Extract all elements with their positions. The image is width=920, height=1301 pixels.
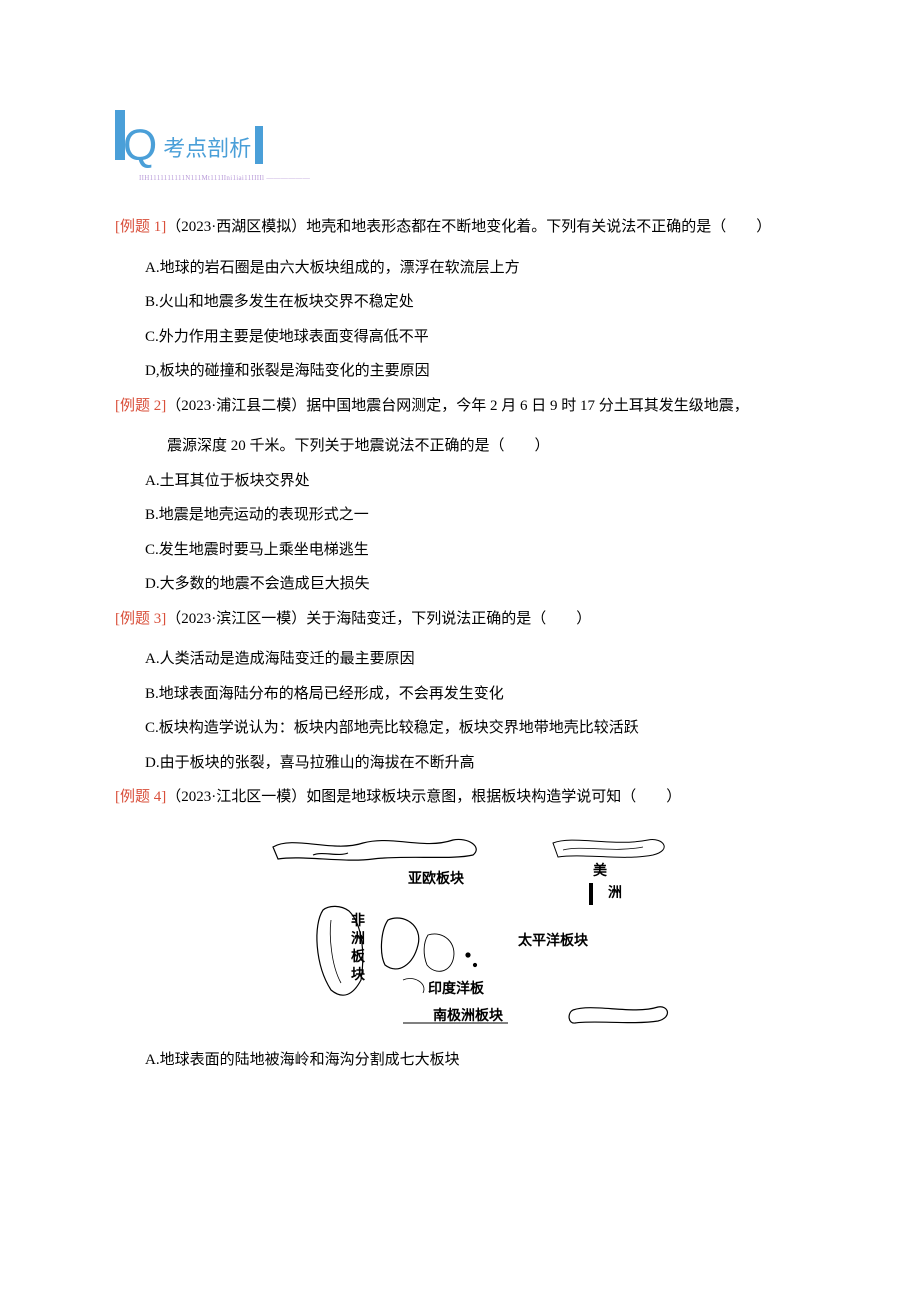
question-stem: 地壳和地表形态都在不断地变化着。下列有关说法不正确的是（ ） [306, 219, 771, 235]
label-america-1: 美 [593, 862, 608, 879]
label-indian: 印度洋板 [428, 980, 485, 997]
question-2: [例题 2]（2023·浦江县二模）据中国地震台网测定，今年 2 月 6 日 9… [115, 389, 820, 424]
options-list: A.地球表面的陆地被海岭和海沟分割成七大板块 [115, 1043, 820, 1078]
option-d: D.由于板块的张裂，喜马拉雅山的海拔在不断升高 [145, 746, 820, 781]
label-africa-4: 块 [351, 967, 366, 983]
options-list: A.地球的岩石圈是由六大板块组成的，漂浮在软流层上方 B.火山和地震多发生在板块… [115, 251, 820, 389]
label-africa-2: 洲 [351, 931, 365, 947]
question-source: （2023·浦江县二模） [166, 398, 306, 414]
section-header: Q 考点剖析 [115, 110, 820, 168]
option-b: B.火山和地震多发生在板块交界不稳定处 [145, 285, 820, 320]
question-stem: 据中国地震台网测定，今年 2 月 6 日 9 时 17 分土耳其发生级地震， [306, 398, 749, 414]
section-title: 考点剖析 [163, 131, 251, 163]
question-3: [例题 3]（2023·滨江区一模）关于海陆变迁，下列说法正确的是（ ） [115, 602, 820, 637]
option-d: D,板块的碰撞和张裂是海陆变化的主要原因 [145, 354, 820, 389]
question-source: （2023·西湖区模拟） [166, 219, 306, 235]
question-label: [例题 3] [115, 611, 166, 627]
logo-bar-right [255, 126, 263, 164]
question-1: [例题 1]（2023·西湖区模拟）地壳和地表形态都在不断地变化着。下列有关说法… [115, 210, 820, 245]
label-pacific: 太平洋板块 [518, 932, 589, 949]
label-eurasia: 亚欧板块 [408, 870, 465, 887]
option-c: C.发生地震时要马上乘坐电梯逃生 [145, 533, 820, 568]
question-label: [例题 2] [115, 398, 166, 414]
option-b: B.地球表面海陆分布的格局已经形成，不会再发生变化 [145, 677, 820, 712]
question-4: [例题 4]（2023·江北区一模）如图是地球板块示意图，根据板块构造学说可知（… [115, 780, 820, 815]
question-stem: 关于海陆变迁，下列说法正确的是（ ） [306, 611, 591, 627]
option-a: A.人类活动是造成海陆变迁的最主要原因 [145, 642, 820, 677]
label-antarctic: 南极洲板块 [433, 1007, 504, 1024]
question-label: [例题 4] [115, 789, 166, 805]
options-list: A.土耳其位于板块交界处 B.地震是地壳运动的表现形式之一 C.发生地震时要马上… [115, 464, 820, 602]
question-stem-line2: 震源深度 20 千米。下列关于地震说法不正确的是（ ） [115, 429, 820, 464]
plate-tectonics-figure: 亚欧板块 美 洲 非 洲 板 块 太平洋板块 印度洋板 南极洲板块 [115, 825, 820, 1035]
question-source: （2023·滨江区一模） [166, 611, 306, 627]
label-africa-3: 板 [351, 948, 366, 965]
question-label: [例题 1] [115, 219, 166, 235]
option-a: A.土耳其位于板块交界处 [145, 464, 820, 499]
question-stem: 如图是地球板块示意图，根据板块构造学说可知（ ） [306, 789, 681, 805]
logo-letter: Q [123, 124, 157, 168]
section-subtitle: IIH1111111111N111Mt111IIni1iai11IIIIl ——… [139, 174, 820, 182]
question-source: （2023·江北区一模） [166, 789, 306, 805]
plate-map-svg: 亚欧板块 美 洲 非 洲 板 块 太平洋板块 印度洋板 南极洲板块 [253, 825, 683, 1035]
options-list: A.人类活动是造成海陆变迁的最主要原因 B.地球表面海陆分布的格局已经形成，不会… [115, 642, 820, 780]
option-d: D.大多数的地震不会造成巨大损失 [145, 567, 820, 602]
label-africa-1: 非 [351, 912, 365, 929]
option-a: A.地球表面的陆地被海岭和海沟分割成七大板块 [145, 1043, 820, 1078]
label-america-2: 洲 [608, 885, 622, 901]
option-a: A.地球的岩石圈是由六大板块组成的，漂浮在软流层上方 [145, 251, 820, 286]
option-c: C.外力作用主要是使地球表面变得高低不平 [145, 320, 820, 355]
option-b: B.地震是地壳运动的表现形式之一 [145, 498, 820, 533]
option-c: C.板块构造学说认为：板块内部地壳比较稳定，板块交界地带地壳比较活跃 [145, 711, 820, 746]
